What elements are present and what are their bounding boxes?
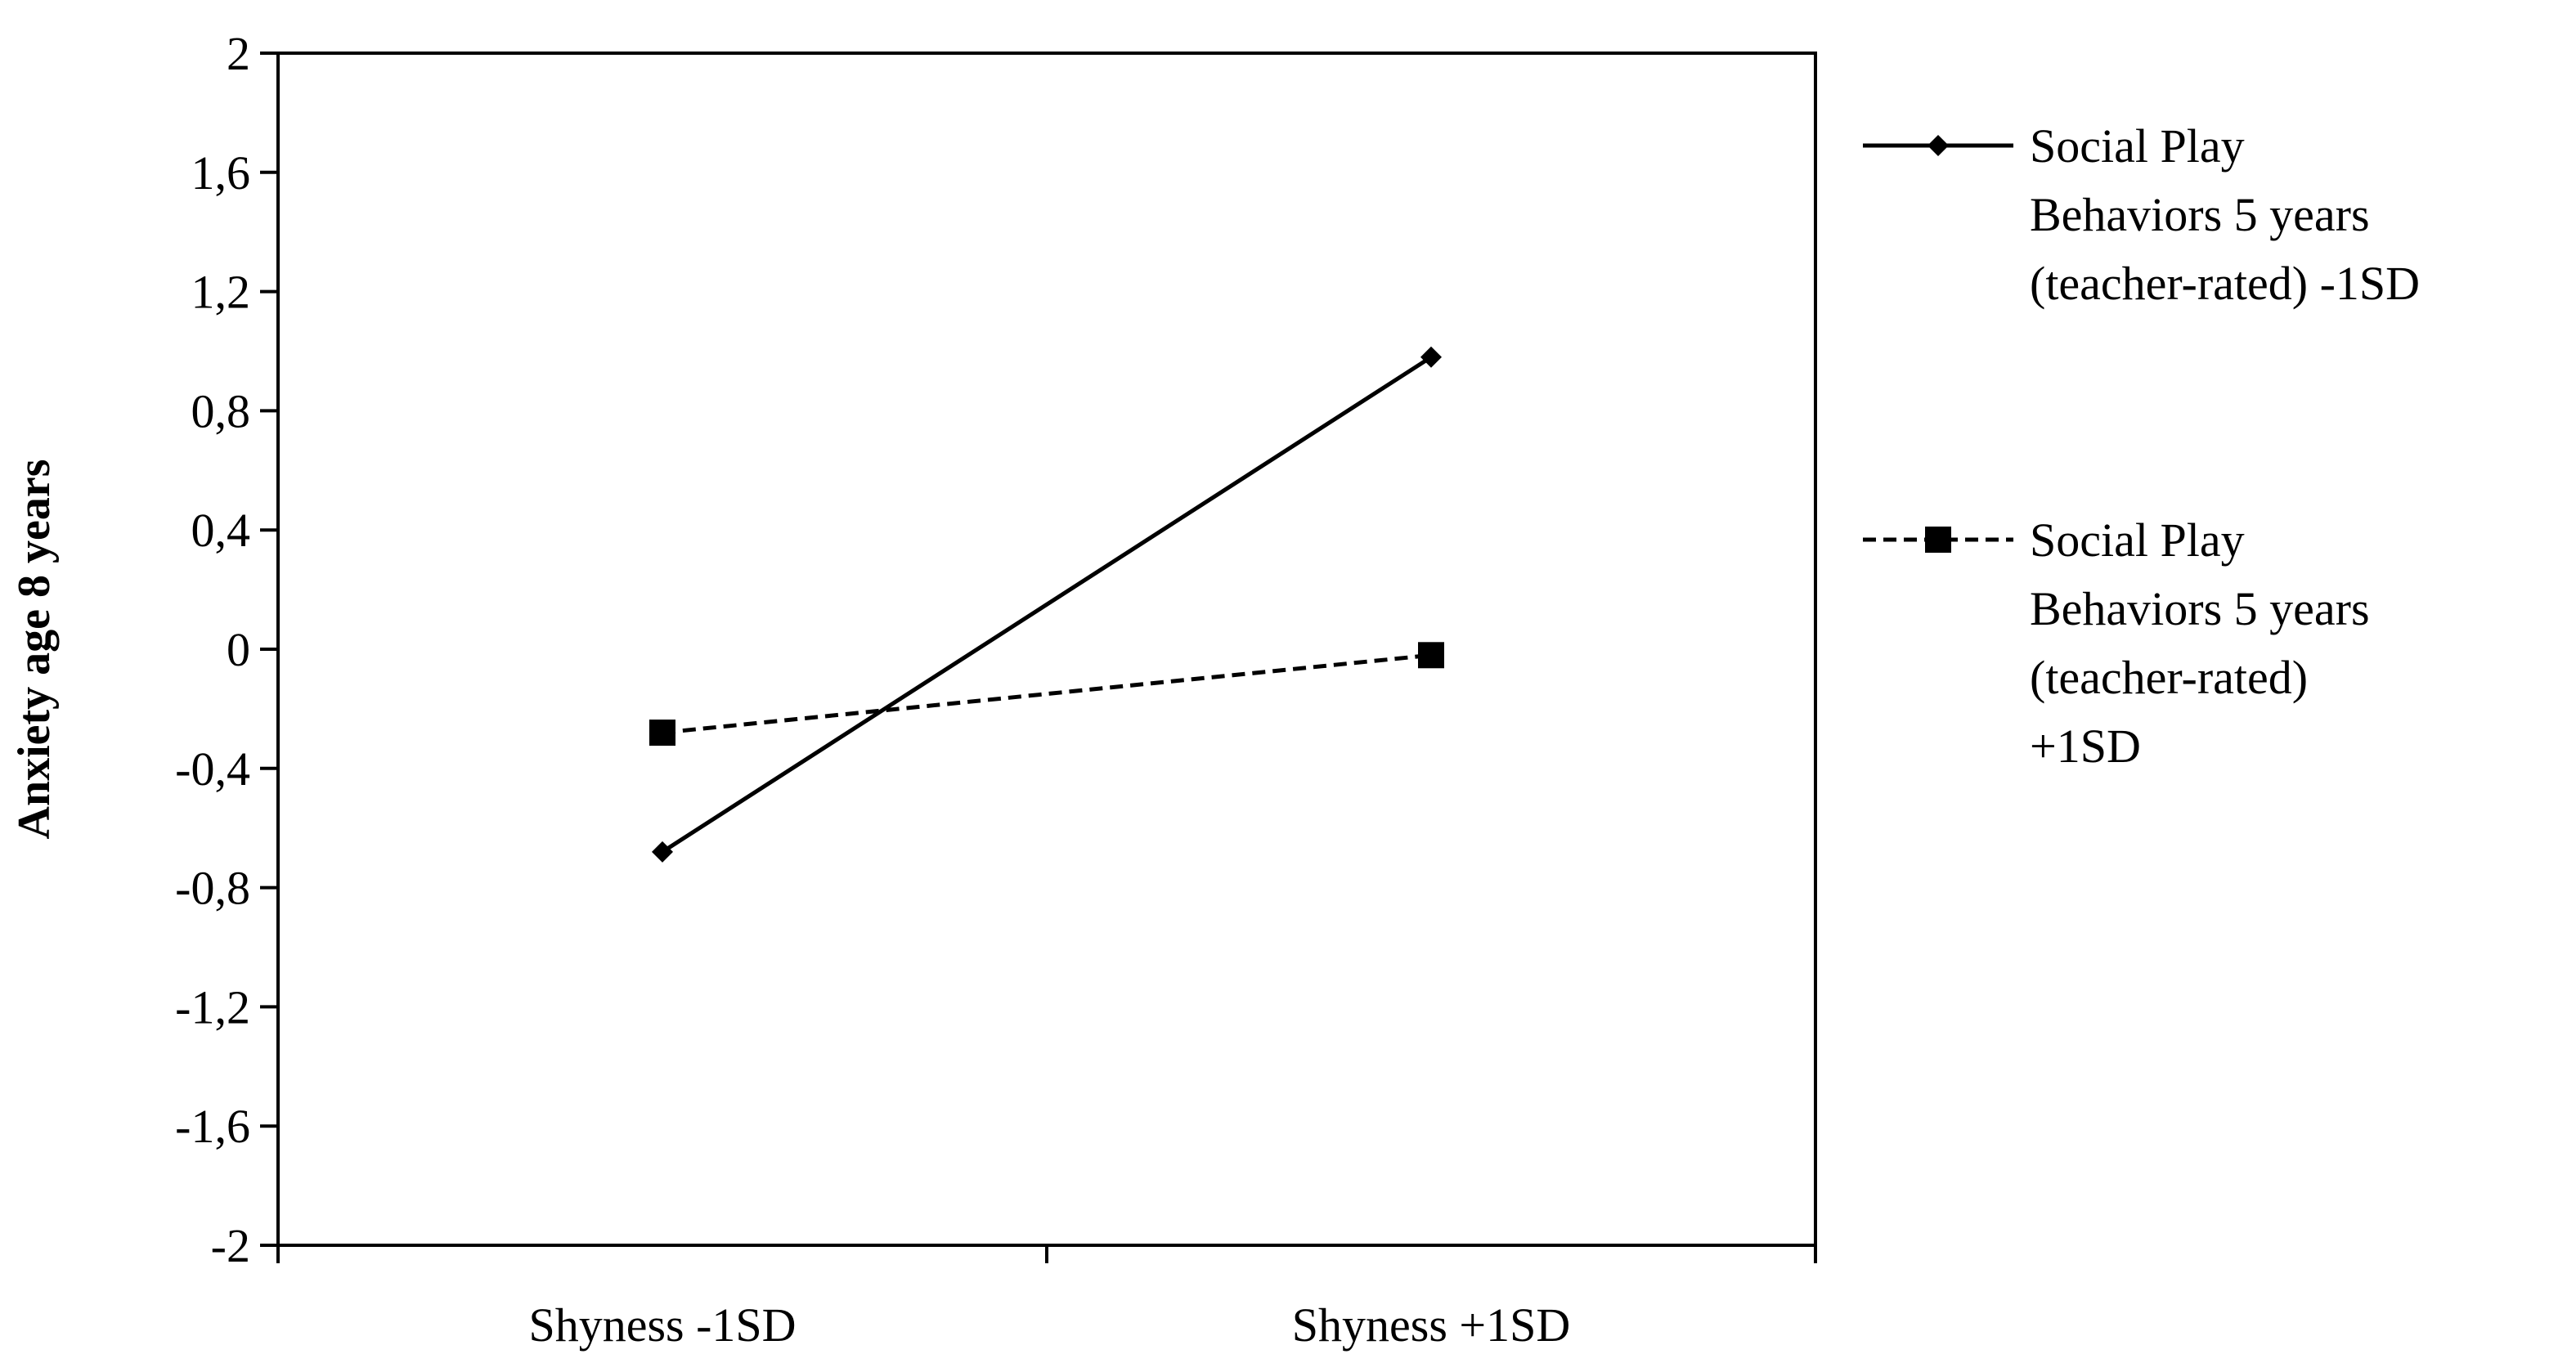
legend-marker-square bbox=[1925, 527, 1951, 553]
series-line bbox=[661, 355, 1433, 854]
legend-label: Behaviors 5 years bbox=[2030, 582, 2370, 635]
legend-label: Social Play bbox=[2030, 513, 2245, 567]
series-2 bbox=[649, 642, 1444, 747]
legend-marker-diamond bbox=[1928, 135, 1949, 156]
y-tick-label: -1,2 bbox=[175, 980, 250, 1033]
plot-area bbox=[276, 52, 1817, 1247]
y-tick-label: 0,8 bbox=[191, 384, 251, 437]
legend-label: +1SD bbox=[2030, 720, 2141, 773]
y-tick-label: 0,4 bbox=[191, 504, 251, 557]
x-axis: Shyness -1SD Shyness +1SD bbox=[276, 1245, 1817, 1352]
legend-label: (teacher-rated) bbox=[2030, 651, 2308, 704]
legend-label: Social Play bbox=[2030, 119, 2245, 173]
y-tick-label: 1,6 bbox=[191, 146, 251, 200]
legend-entry-2: Social Play Behaviors 5 years (teacher-rat… bbox=[1863, 513, 2370, 773]
legend: Social Play Behaviors 5 years (teacher-rat… bbox=[1863, 119, 2420, 773]
series-1 bbox=[652, 346, 1442, 863]
data-point-diamond bbox=[652, 841, 673, 863]
series-layer bbox=[649, 346, 1444, 863]
y-tick-label: 1,2 bbox=[191, 266, 251, 319]
y-tick-label: -1,6 bbox=[175, 1100, 250, 1153]
plot-frame bbox=[276, 52, 1817, 1247]
data-point-square bbox=[649, 720, 675, 747]
y-axis: 2 1,6 1,2 0,8 0,4 0 -0,4 -0,8 -1,2 -1,6 -2 bbox=[175, 27, 278, 1272]
x-tick-label: Shyness -1SD bbox=[528, 1298, 796, 1352]
y-tick-label: 0 bbox=[227, 623, 250, 676]
x-tick-label: Shyness +1SD bbox=[1292, 1298, 1571, 1352]
data-point-square bbox=[1418, 642, 1444, 669]
y-tick-label: 2 bbox=[227, 27, 250, 80]
legend-label: (teacher-rated) -1SD bbox=[2030, 257, 2420, 310]
y-tick-label: -0,8 bbox=[175, 862, 250, 915]
series-line bbox=[662, 652, 1432, 735]
y-axis-title: Anxiety age 8 years bbox=[9, 459, 60, 839]
data-point-diamond bbox=[1420, 346, 1442, 368]
y-tick-label: -0,4 bbox=[175, 742, 250, 796]
legend-entry-1: Social Play Behaviors 5 years (teacher-rat… bbox=[1863, 119, 2420, 310]
y-tick-label: -2 bbox=[211, 1219, 250, 1272]
legend-label: Behaviors 5 years bbox=[2030, 188, 2370, 241]
